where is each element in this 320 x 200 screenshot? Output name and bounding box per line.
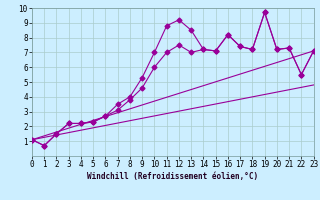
X-axis label: Windchill (Refroidissement éolien,°C): Windchill (Refroidissement éolien,°C): [87, 172, 258, 181]
